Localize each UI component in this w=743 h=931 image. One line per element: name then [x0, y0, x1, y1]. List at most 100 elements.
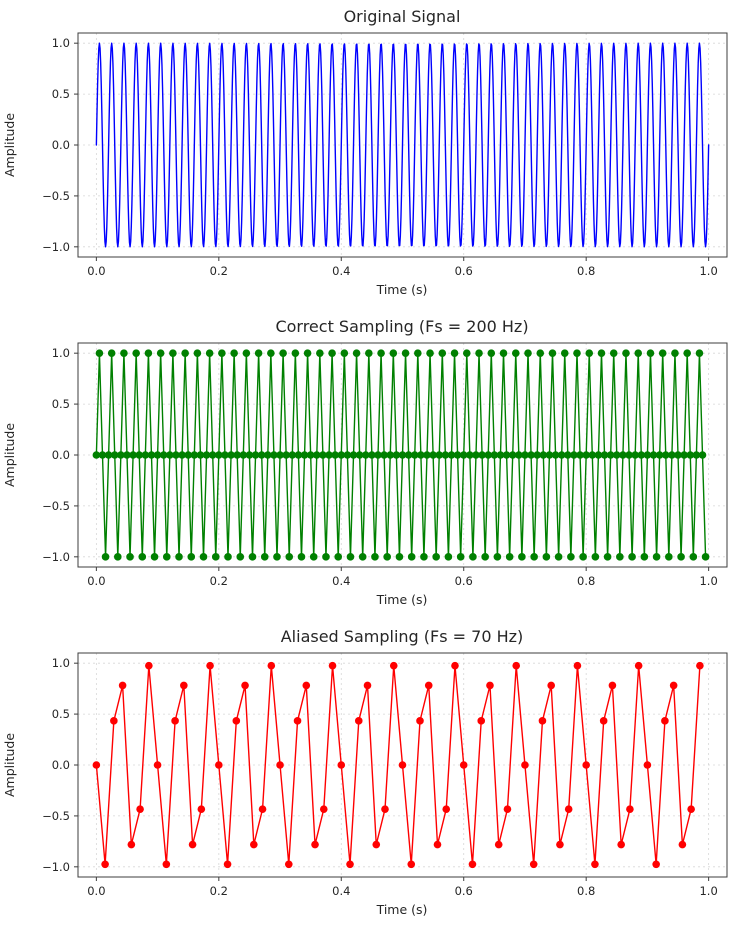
series-line — [95, 42, 710, 248]
x-axis-label: Time (s) — [376, 902, 428, 917]
data-point-marker — [180, 681, 188, 690]
data-point-marker — [599, 717, 608, 725]
chart-title: Correct Sampling (Fs = 200 Hz) — [275, 317, 528, 336]
data-point-marker — [223, 860, 232, 869]
data-point-marker — [211, 553, 220, 561]
data-point-marker — [389, 661, 398, 670]
data-point-marker — [429, 451, 437, 459]
y-axis-label: Amplitude — [2, 423, 17, 487]
data-point-marker — [302, 681, 311, 690]
data-point-marker — [343, 451, 352, 459]
data-point-marker — [490, 451, 499, 459]
data-point-marker — [363, 681, 372, 690]
data-point-marker — [643, 761, 652, 769]
data-point-marker — [250, 840, 258, 849]
data-point-marker — [637, 451, 646, 459]
data-point-marker — [496, 451, 505, 459]
data-point-marker — [505, 553, 514, 561]
data-point-marker — [625, 451, 633, 459]
data-point-marker — [459, 451, 468, 459]
data-point-marker — [284, 860, 293, 869]
original-signal-chart: Original Signal Amplitude Time (s) 0.0 0.… — [2, 7, 728, 297]
data-point-marker — [383, 553, 391, 561]
data-point-marker — [686, 451, 695, 459]
data-point-marker — [554, 553, 563, 561]
data-point-marker — [606, 451, 615, 459]
data-point-marker — [404, 451, 413, 459]
data-point-marker — [98, 451, 107, 459]
data-point-marker — [227, 451, 235, 459]
data-point-marker — [153, 761, 162, 769]
x-tick-label: 1.0 — [699, 264, 717, 278]
data-point-marker — [126, 553, 134, 561]
data-point-marker — [178, 451, 186, 459]
y-tick-label: −1.0 — [42, 550, 70, 564]
data-point-marker — [377, 349, 385, 357]
data-point-marker — [144, 349, 153, 357]
data-point-marker — [631, 451, 639, 459]
data-point-marker — [92, 451, 101, 459]
data-point-marker — [462, 349, 471, 357]
chart-title: Aliased Sampling (Fs = 70 Hz) — [281, 627, 524, 646]
y-tick-label: −0.5 — [42, 499, 70, 513]
y-tick-label: 1.0 — [52, 346, 70, 360]
data-point-marker — [328, 349, 336, 357]
y-tick-label: 0.5 — [52, 397, 70, 411]
data-point-marker — [190, 451, 199, 459]
data-point-marker — [548, 349, 557, 357]
data-point-marker — [398, 451, 407, 459]
data-point-marker — [241, 681, 249, 690]
data-point-marker — [365, 349, 373, 357]
data-point-marker — [567, 553, 575, 561]
x-axis-label: Time (s) — [376, 282, 428, 297]
data-point-marker — [585, 349, 594, 357]
data-point-marker — [230, 349, 238, 357]
data-point-marker — [127, 840, 136, 849]
data-point-marker — [346, 553, 355, 561]
data-point-marker — [640, 553, 649, 561]
data-point-marker — [539, 451, 548, 459]
y-axis: −1.0 −0.5 0.0 0.5 1.0 — [42, 36, 78, 254]
data-point-marker — [674, 451, 682, 459]
data-point-marker — [687, 805, 695, 813]
data-point-marker — [582, 451, 590, 459]
data-point-marker — [215, 761, 223, 769]
y-tick-label: 0.5 — [52, 707, 70, 721]
data-point-marker — [612, 451, 621, 459]
data-point-marker — [340, 349, 349, 357]
data-point-marker — [206, 661, 214, 670]
data-point-marker — [416, 717, 424, 725]
data-point-markers — [92, 349, 710, 561]
data-point-marker — [420, 553, 428, 561]
data-point-marker — [371, 553, 379, 561]
data-point-marker — [224, 553, 232, 561]
data-point-marker — [557, 451, 566, 459]
data-point-marker — [386, 451, 395, 459]
data-point-marker — [337, 761, 346, 769]
y-tick-label: 0.0 — [52, 758, 70, 772]
data-point-marker — [536, 349, 545, 357]
data-point-marker — [634, 661, 643, 670]
data-point-marker — [135, 451, 144, 459]
data-point-marker — [120, 349, 128, 357]
data-point-marker — [232, 717, 241, 725]
data-point-marker — [453, 451, 462, 459]
data-point-marker — [132, 349, 140, 357]
x-tick-label: 0.8 — [577, 884, 595, 898]
data-point-marker — [515, 451, 523, 459]
data-point-marker — [469, 553, 477, 561]
data-point-marker — [512, 661, 521, 670]
data-point-marker — [147, 451, 156, 459]
data-point-marker — [678, 840, 687, 849]
data-point-marker — [193, 349, 202, 357]
series-line — [95, 352, 707, 558]
data-point-marker — [432, 553, 440, 561]
data-point-marker — [669, 681, 678, 690]
data-point-marker — [603, 553, 612, 561]
data-point-marker — [529, 860, 538, 869]
subplot-correct-sampling: Correct Sampling (Fs = 200 Hz) Amplitude… — [0, 310, 743, 620]
y-tick-label: 0.0 — [52, 138, 70, 152]
data-point-marker — [169, 349, 177, 357]
data-point-marker — [579, 553, 587, 561]
data-point-marker — [270, 451, 278, 459]
